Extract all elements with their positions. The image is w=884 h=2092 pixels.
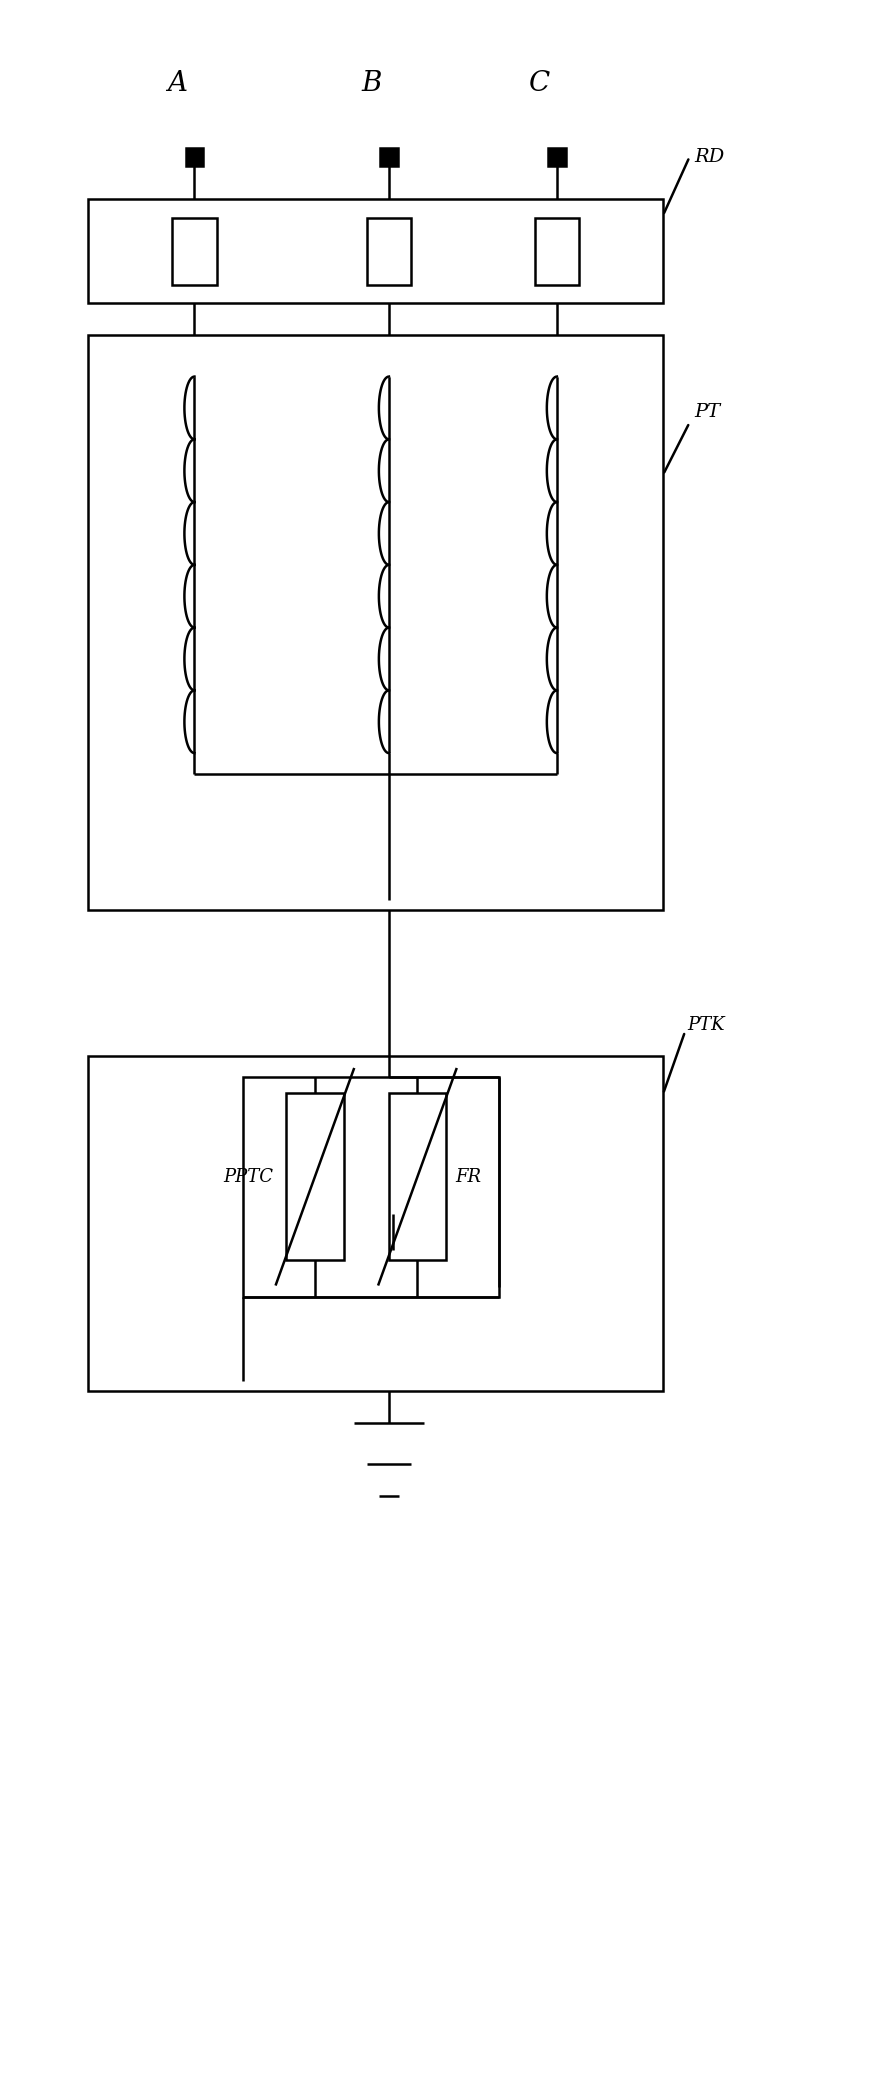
Text: A: A xyxy=(167,71,187,96)
Bar xyxy=(535,218,579,285)
Bar xyxy=(88,199,663,303)
Text: B: B xyxy=(361,71,382,96)
Bar xyxy=(286,1092,344,1259)
Text: PT: PT xyxy=(694,404,720,420)
Bar xyxy=(389,1092,446,1259)
Bar xyxy=(380,149,398,165)
Bar xyxy=(367,218,411,285)
Text: FR: FR xyxy=(455,1167,481,1186)
Text: PPTC: PPTC xyxy=(223,1167,273,1186)
Bar xyxy=(88,335,663,910)
Bar xyxy=(186,149,203,165)
Text: PTK: PTK xyxy=(688,1017,726,1033)
Bar xyxy=(172,218,217,285)
Bar xyxy=(88,1056,663,1391)
Text: C: C xyxy=(529,71,550,96)
Text: RD: RD xyxy=(694,149,724,165)
Bar xyxy=(548,149,566,165)
Bar xyxy=(243,1077,499,1297)
